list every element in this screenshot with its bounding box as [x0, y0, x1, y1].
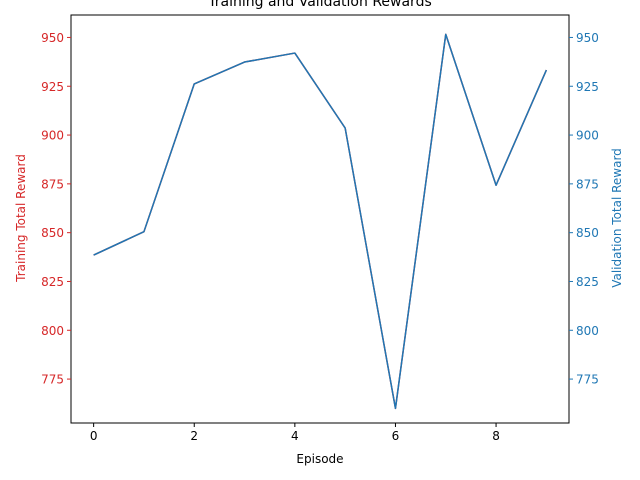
chart-title: Training and Validation Rewards — [207, 0, 432, 10]
y-axis-left: 775 800 825 850 875 900 925 950 — [41, 31, 71, 387]
y-left-tick-label: 950 — [41, 31, 64, 45]
y-right-tick-label: 775 — [576, 373, 599, 387]
y-left-tick-label: 800 — [41, 324, 64, 338]
y-axis-right-label: Validation Total Reward — [610, 148, 624, 288]
y-right-tick-label: 800 — [576, 324, 599, 338]
y-left-tick-label: 775 — [41, 373, 64, 387]
y-right-tick-label: 875 — [576, 177, 599, 191]
plot-frame — [70, 14, 570, 424]
y-left-tick-label: 850 — [41, 226, 64, 240]
y-left-tick-label: 825 — [41, 275, 64, 289]
x-tick-label: 6 — [392, 429, 400, 443]
y-left-tick-label: 925 — [41, 80, 64, 94]
x-axis-label: Episode — [296, 452, 343, 466]
y-right-tick-label: 825 — [576, 275, 599, 289]
y-axis-right: 775 800 825 850 875 900 925 950 — [569, 31, 599, 387]
x-tick-label: 4 — [291, 429, 299, 443]
series-line-validation — [93, 33, 548, 410]
y-right-tick-label: 950 — [576, 31, 599, 45]
x-tick-label: 8 — [492, 429, 500, 443]
y-left-tick-label: 900 — [41, 129, 64, 143]
x-tick-label: 0 — [90, 429, 98, 443]
x-axis: 0 2 4 6 8 — [90, 423, 500, 443]
y-right-tick-label: 850 — [576, 226, 599, 240]
series-layer — [93, 33, 548, 410]
y-right-tick-label: 925 — [576, 80, 599, 94]
y-left-tick-label: 875 — [41, 177, 64, 191]
y-right-tick-label: 900 — [576, 129, 599, 143]
x-tick-label: 2 — [190, 429, 198, 443]
y-axis-left-label: Training Total Reward — [14, 154, 28, 283]
